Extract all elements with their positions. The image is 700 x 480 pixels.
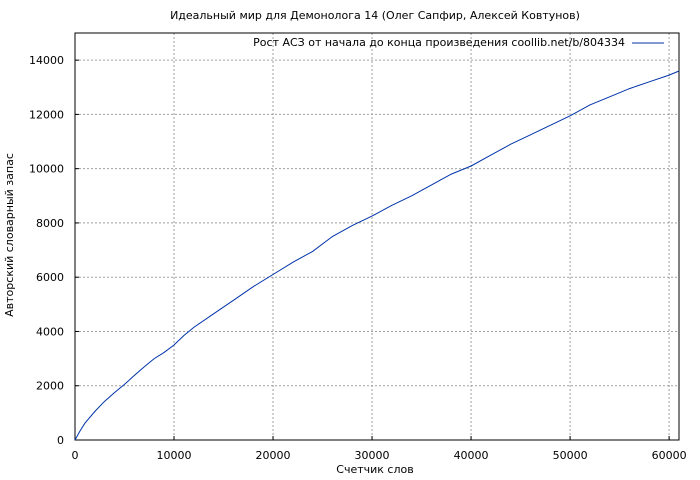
x-axis-label: Счетчик слов xyxy=(336,463,413,476)
y-tick-label: 0 xyxy=(57,434,64,447)
y-tick-label: 12000 xyxy=(29,108,64,121)
y-axis-ticks: 0 2000 4000 6000 8000 10000 12000 14000 xyxy=(29,54,79,447)
x-tick-label: 60000 xyxy=(652,449,687,462)
plot-border xyxy=(74,32,680,441)
chart-title: Идеальный мир для Демонолога 14 (Олег Са… xyxy=(170,9,580,22)
series-line xyxy=(74,70,680,441)
y-tick-label: 4000 xyxy=(36,325,64,338)
x-tick-label: 40000 xyxy=(454,449,489,462)
x-tick-label: 20000 xyxy=(256,449,291,462)
legend: Рост АСЗ от начала до конца произведения… xyxy=(253,36,664,49)
x-tick-label: 50000 xyxy=(553,449,588,462)
x-tick-label: 10000 xyxy=(157,449,192,462)
y-tick-label: 8000 xyxy=(36,217,64,230)
plot-area xyxy=(74,32,680,441)
legend-label: Рост АСЗ от начала до конца произведения… xyxy=(253,36,625,49)
y-tick-label: 2000 xyxy=(36,380,64,393)
series-group xyxy=(74,70,680,441)
y-axis-label: Авторский словарный запас xyxy=(3,153,16,317)
y-tick-label: 6000 xyxy=(36,271,64,284)
y-tick-label: 14000 xyxy=(29,54,64,67)
grid xyxy=(75,33,679,440)
y-tick-label: 10000 xyxy=(29,163,64,176)
x-axis-ticks: 0 10000 20000 30000 40000 50000 60000 xyxy=(72,436,687,462)
x-tick-label: 0 xyxy=(72,449,79,462)
x-tick-label: 30000 xyxy=(355,449,390,462)
